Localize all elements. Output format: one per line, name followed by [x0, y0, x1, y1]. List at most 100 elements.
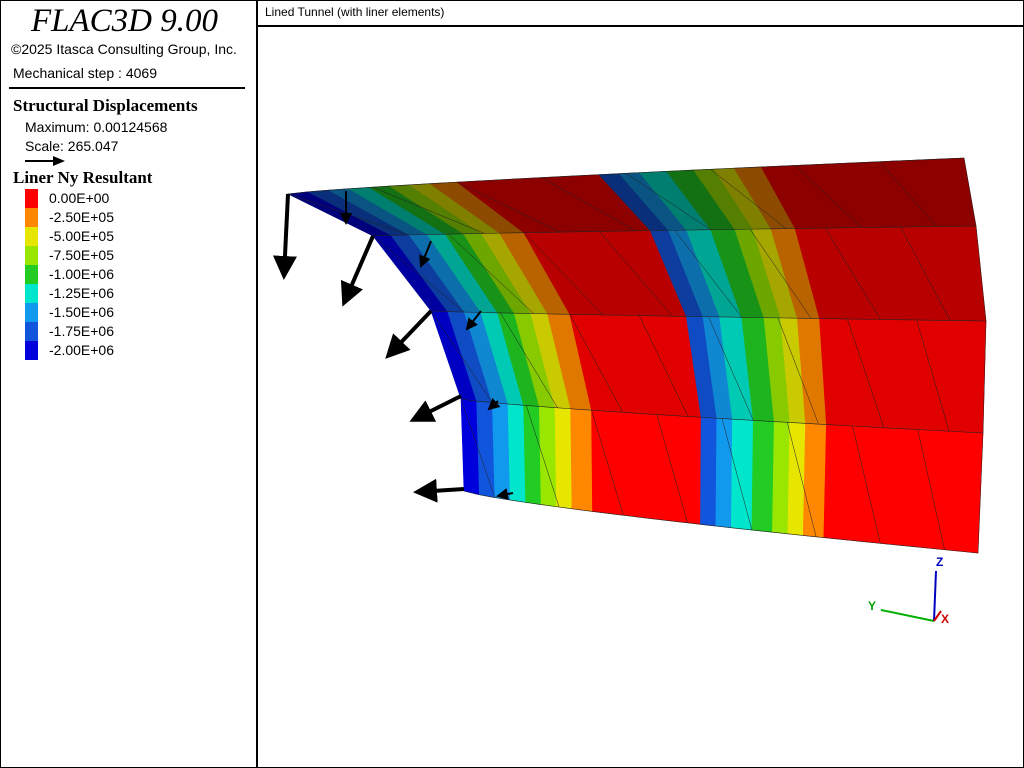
mesh-edge: [794, 165, 862, 228]
mesh-face: [569, 313, 702, 418]
mesh-edge: [541, 177, 636, 232]
mesh-face: [802, 423, 827, 538]
axis-label: X: [941, 612, 949, 626]
mesh-edge: [656, 414, 688, 523]
mesh-face: [772, 421, 791, 535]
arrow: [496, 488, 514, 500]
legend-swatch: [25, 189, 38, 208]
mesh-edge: [430, 310, 987, 322]
arrow: [340, 235, 375, 307]
mesh-face: [507, 403, 526, 503]
mesh-edge: [900, 226, 951, 321]
app-title: FLAC3D 9.00: [31, 3, 219, 39]
legend-swatch: [25, 227, 38, 246]
mesh-edge: [963, 157, 977, 227]
mesh-edge: [463, 490, 979, 554]
legend-swatch: [25, 322, 38, 341]
mesh-edge: [500, 312, 558, 408]
legend-swatch: [25, 246, 38, 265]
mesh-edge: [625, 173, 711, 230]
mesh-edge: [460, 398, 496, 498]
mesh-edge: [591, 410, 624, 516]
mesh-edge: [977, 432, 984, 554]
legend-label: -5.00E+05: [49, 228, 114, 244]
arrow: [465, 310, 482, 331]
mesh-edge: [372, 186, 485, 234]
arrow: [385, 309, 433, 359]
z-axis: [933, 570, 937, 622]
mesh-edge: [372, 225, 977, 237]
mesh-face: [591, 409, 702, 525]
divider: [9, 87, 245, 89]
y-axis: [880, 609, 935, 622]
legend-swatch: [25, 341, 38, 360]
mesh-face: [730, 418, 754, 531]
mesh-edge: [460, 398, 984, 434]
mesh-face: [823, 424, 984, 554]
legend-label: -7.50E+05: [49, 247, 114, 263]
mesh-edge: [777, 317, 819, 425]
mesh-face: [570, 408, 593, 512]
mesh-edge: [787, 422, 817, 537]
mesh-face: [523, 404, 542, 505]
section-title: Liner Ny Resultant: [13, 168, 153, 187]
legend-swatch: [25, 265, 38, 284]
axes-triad: Z Y X: [868, 555, 949, 626]
divider: [258, 25, 1023, 27]
mesh-face: [819, 318, 987, 434]
legend-swatch: [25, 208, 38, 227]
mesh-face: [751, 420, 775, 533]
legend-label: -2.00E+06: [49, 342, 114, 358]
scale: Scale: 265.047: [25, 138, 119, 154]
legend-label: -1.75E+06: [49, 323, 114, 339]
arrow: [419, 240, 432, 268]
legend-label: -2.50E+05: [49, 209, 114, 225]
arrow: [409, 394, 462, 422]
mesh-edge: [598, 231, 673, 317]
mesh-edge: [523, 232, 604, 316]
scale-arrow: [25, 156, 65, 166]
mesh-face: [787, 422, 806, 536]
displacement-arrows: [272, 191, 514, 503]
legend-label: -1.50E+06: [49, 304, 114, 320]
mesh-edge: [749, 228, 812, 319]
mesh-edge: [916, 319, 950, 432]
mesh-face: [794, 225, 987, 322]
mesh-edge: [372, 235, 465, 313]
mesh-edge: [710, 169, 787, 229]
mesh-face: [554, 407, 573, 510]
mesh-face: [492, 402, 511, 501]
axis-label: Z: [936, 555, 943, 569]
tunnel-liner: [286, 157, 987, 554]
step: Mechanical step : 4069: [13, 65, 157, 81]
mesh-edge: [825, 227, 881, 320]
copyright: ©2025 Itasca Consulting Group, Inc.: [11, 41, 237, 57]
arrow: [487, 397, 501, 411]
maximum: Maximum: 0.00124568: [25, 119, 168, 135]
mesh-face: [700, 416, 718, 527]
mesh-face: [460, 398, 480, 496]
x-axis: [933, 610, 942, 622]
legend-label: -1.25E+06: [49, 285, 114, 301]
mesh-edge: [448, 233, 534, 314]
mesh-edge: [917, 429, 945, 550]
legend-swatch: [25, 284, 38, 303]
legend-label: -1.00E+06: [49, 266, 114, 282]
mesh-face: [476, 400, 496, 498]
mesh-edge: [879, 161, 937, 227]
mesh-face: [715, 417, 733, 529]
info-panel: FLAC3D 9.00 ©2025 Itasca Consulting Grou…: [1, 1, 258, 767]
mesh-edge: [852, 425, 881, 544]
mesh-edge: [847, 318, 885, 428]
mesh-edge: [674, 230, 742, 318]
axis-label: Y: [868, 599, 876, 613]
legend-swatch: [25, 303, 38, 322]
mesh-edge: [982, 320, 987, 434]
mesh-edge: [569, 314, 624, 413]
view-title: Lined Tunnel (with liner elements): [265, 5, 445, 19]
mesh-edge: [287, 157, 965, 195]
mesh-edge: [721, 418, 753, 531]
arrow: [272, 193, 297, 280]
